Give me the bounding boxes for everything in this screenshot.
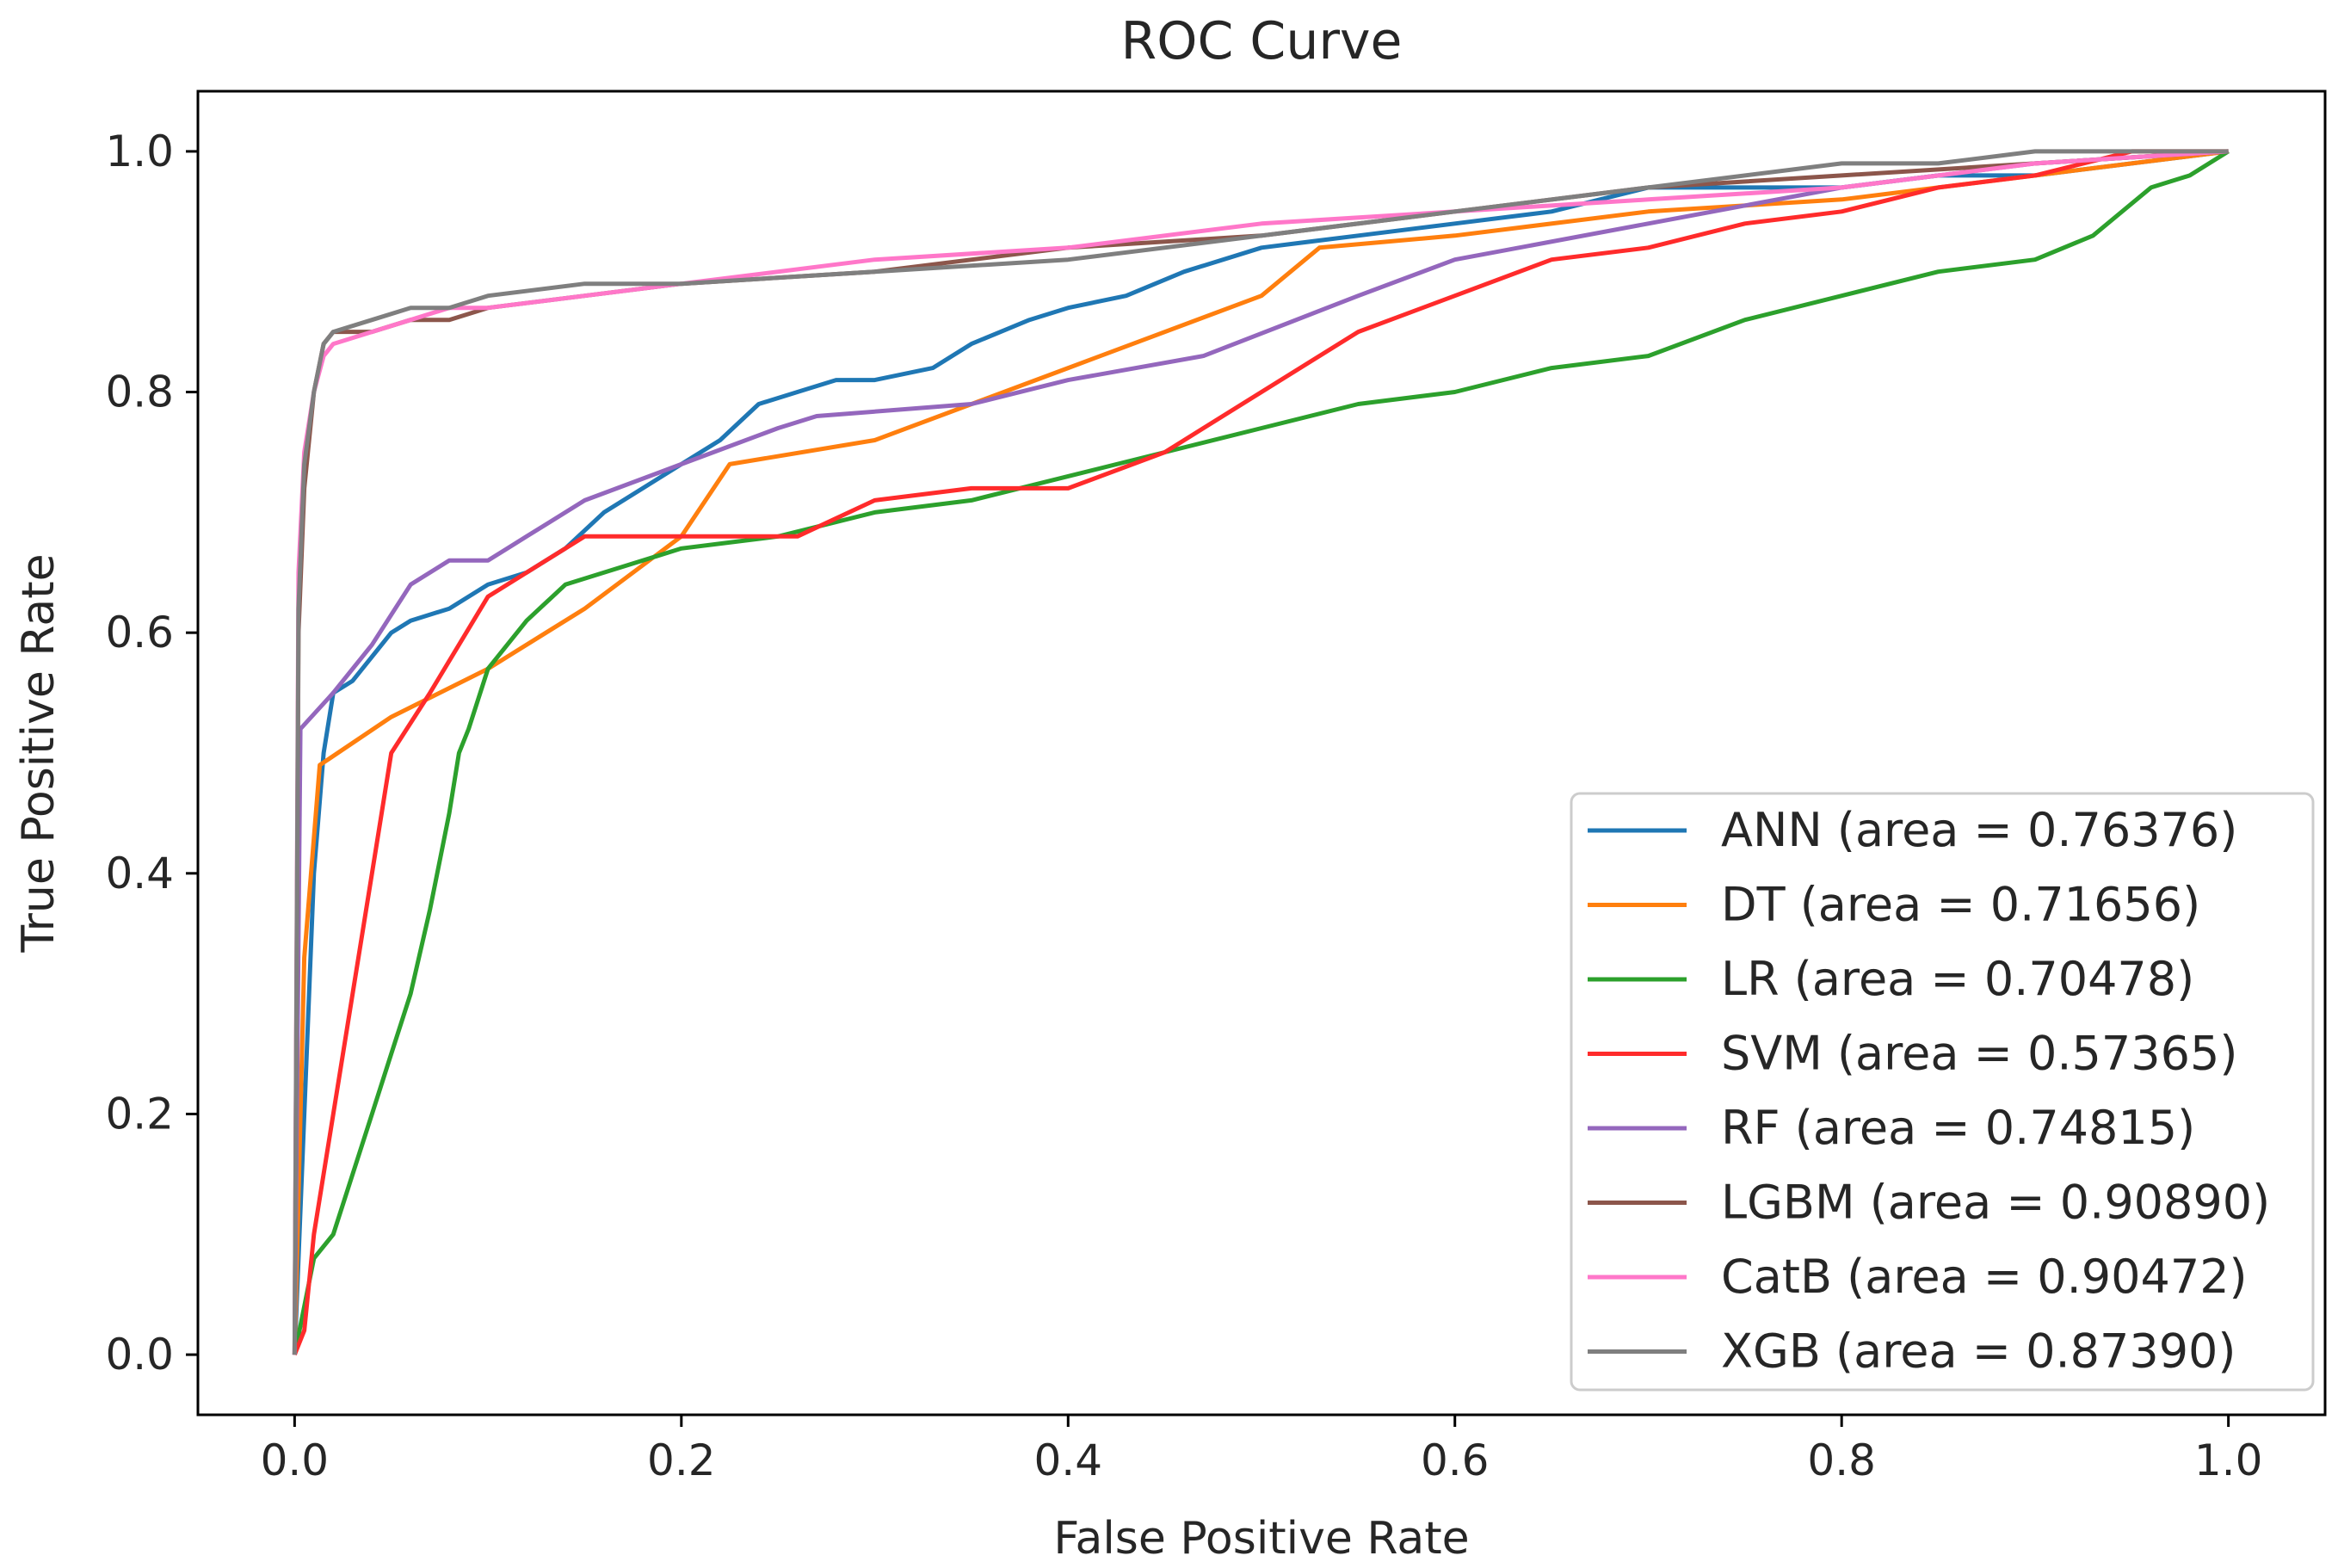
legend-label-4: RF (area = 0.74815) — [1721, 1101, 2195, 1155]
legend-label-2: LR (area = 0.70478) — [1721, 952, 2194, 1006]
x-tick-label-4: 0.8 — [1807, 1435, 1876, 1485]
y-tick-label-4: 0.8 — [105, 367, 174, 417]
x-tick-label-1: 0.2 — [647, 1435, 716, 1485]
plot-frame — [196, 90, 2327, 1417]
legend-frame — [1570, 792, 2315, 1392]
y-tick-label-5: 1.0 — [105, 127, 174, 176]
x-tick-label-0: 0.0 — [261, 1435, 330, 1485]
chart-title: ROC Curve — [1121, 11, 1403, 71]
series-line-1 — [292, 149, 2229, 1355]
y-axis-label: True Positive Rate — [13, 553, 65, 953]
legend-label-7: XGB (area = 0.87390) — [1721, 1324, 2236, 1379]
plot-area — [196, 90, 2327, 1417]
y-tick-label-2: 0.4 — [105, 849, 174, 898]
series-layer — [292, 149, 2230, 1356]
x-tick-label-3: 0.6 — [1421, 1435, 1490, 1485]
y-tick-label-1: 0.2 — [105, 1089, 174, 1139]
x-tick-label-2: 0.4 — [1034, 1435, 1103, 1485]
y-tick-label-0: 0.0 — [105, 1330, 174, 1380]
series-line-7 — [292, 149, 2229, 1355]
x-tick-label-5: 1.0 — [2194, 1435, 2263, 1485]
legend-label-0: ANN (area = 0.76376) — [1721, 803, 2237, 857]
legend: ANN (area = 0.76376) DT (area = 0.71656) L… — [1570, 792, 2315, 1392]
legend-label-1: DT (area = 0.71656) — [1721, 878, 2200, 932]
y-tick-label-3: 0.6 — [105, 608, 174, 657]
series-line-4 — [292, 149, 2229, 1355]
legend-label-6: CatB (area = 0.90472) — [1721, 1250, 2248, 1304]
x-axis-ticks: 0.0 0.2 0.4 0.6 0.8 1.0 — [261, 1415, 2263, 1485]
legend-label-5: LGBM (area = 0.90890) — [1721, 1176, 2270, 1230]
legend-label-3: SVM (area = 0.57365) — [1721, 1027, 2237, 1081]
series-line-3 — [293, 149, 2229, 1356]
y-axis-ticks: 0.0 0.2 0.4 0.6 0.8 1.0 — [105, 127, 198, 1380]
x-axis-label: False Positive Rate — [1053, 1513, 1469, 1565]
